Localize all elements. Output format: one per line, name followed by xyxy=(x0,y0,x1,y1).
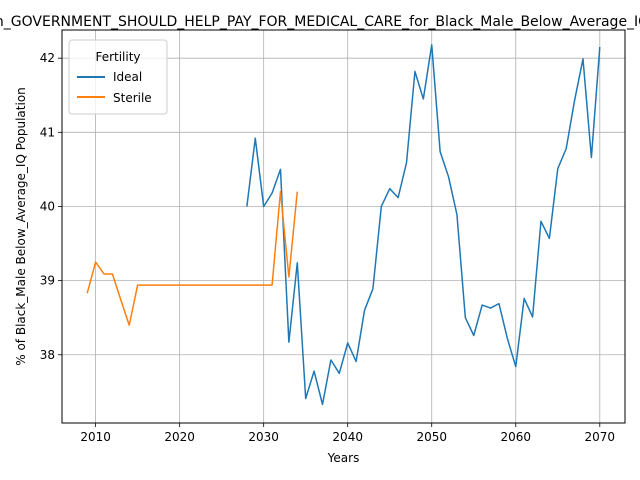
y-tick-label: 42 xyxy=(40,51,55,65)
y-tick-label: 39 xyxy=(40,274,55,288)
x-tick-label: 2050 xyxy=(416,430,447,444)
x-tick-label: 2070 xyxy=(585,430,616,444)
y-axis: 38 39 40 41 42 xyxy=(40,51,62,362)
y-tick-label: 41 xyxy=(40,125,55,139)
legend: Fertility Ideal Sterile xyxy=(68,39,168,115)
x-tick-label: 2010 xyxy=(80,430,111,444)
series-line-ideal xyxy=(246,44,601,406)
series-lines xyxy=(86,44,601,406)
x-axis-label: Years xyxy=(327,451,360,465)
y-tick-label: 40 xyxy=(40,199,55,213)
series-line-sterile xyxy=(86,190,299,326)
chart-title: In_GOVERNMENT_SHOULD_HELP_PAY_FOR_MEDICA… xyxy=(0,14,640,30)
x-tick-label: 2030 xyxy=(248,430,279,444)
legend-entry-ideal: Ideal xyxy=(113,70,142,84)
legend-title: Fertility xyxy=(95,50,140,64)
x-axis: 2010 2020 2030 2040 2050 2060 2070 xyxy=(80,423,615,444)
x-tick-label: 2060 xyxy=(500,430,531,444)
y-axis-label: % of Black_Male Below_Average_IQ Populat… xyxy=(14,87,28,366)
legend-entry-sterile: Sterile xyxy=(113,91,152,105)
plot-frame xyxy=(61,29,626,424)
x-tick-label: 2040 xyxy=(332,430,363,444)
legend-box xyxy=(68,39,168,115)
y-tick-label: 38 xyxy=(40,348,55,362)
x-tick-label: 2020 xyxy=(164,430,195,444)
